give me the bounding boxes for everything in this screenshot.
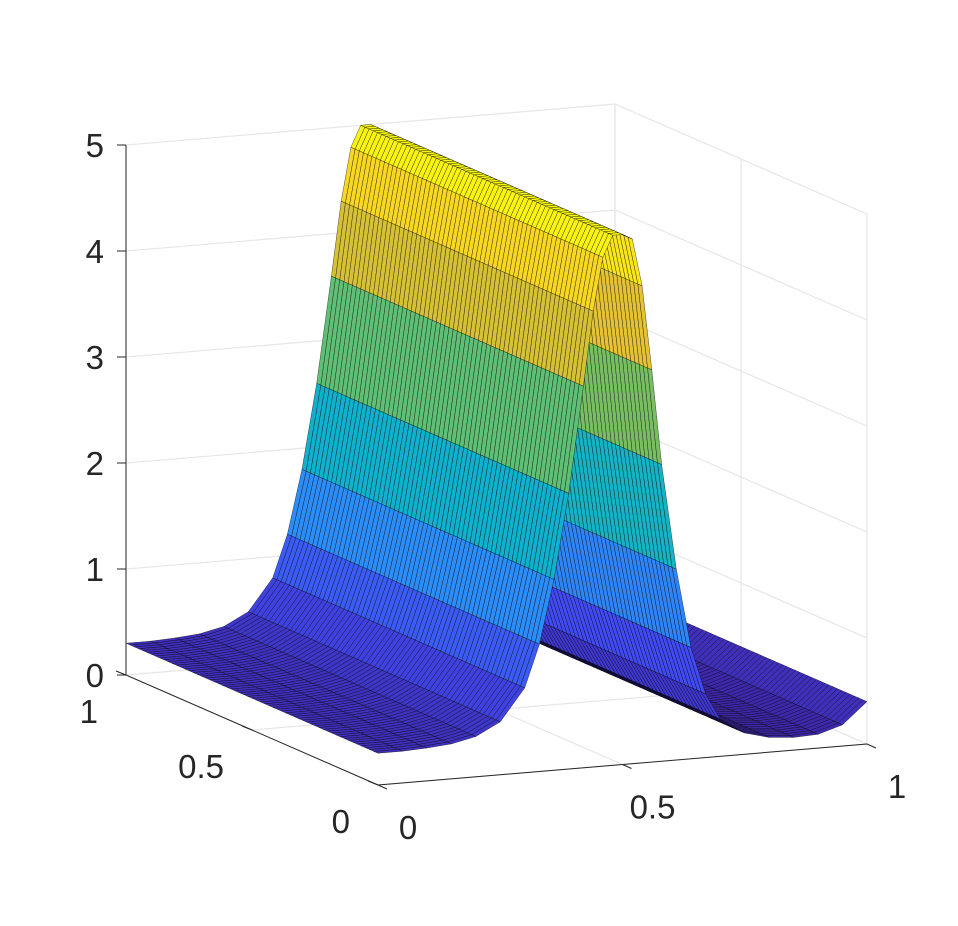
y-tick xyxy=(367,780,379,786)
surface-patch xyxy=(739,724,769,727)
y-tick-label: 0.5 xyxy=(178,748,224,785)
z-tick-label: 1 xyxy=(86,551,104,588)
y-tick xyxy=(115,670,127,676)
x-tick xyxy=(377,784,388,790)
y-tick-label: 0 xyxy=(332,803,350,840)
z-tick-label: 2 xyxy=(86,445,104,482)
z-tick-label: 3 xyxy=(86,339,104,376)
y-tick xyxy=(241,725,253,731)
x-tick-label: 0 xyxy=(399,809,417,846)
z-tick-label: 5 xyxy=(86,127,104,164)
z-tick-label: 4 xyxy=(86,233,104,270)
y-tick-label: 1 xyxy=(80,693,98,730)
surface-patch xyxy=(727,718,756,722)
x-tick-label: 1 xyxy=(888,768,906,805)
x-tick xyxy=(866,743,877,749)
surface-mesh xyxy=(125,124,868,754)
x-tick-label: 0.5 xyxy=(630,789,676,826)
surface-patch xyxy=(373,749,404,754)
surface-patch xyxy=(752,729,782,733)
surface-patch xyxy=(714,713,744,716)
surface-patch xyxy=(764,735,794,738)
x-tick xyxy=(622,764,632,769)
z-tick-label: 0 xyxy=(86,657,104,694)
